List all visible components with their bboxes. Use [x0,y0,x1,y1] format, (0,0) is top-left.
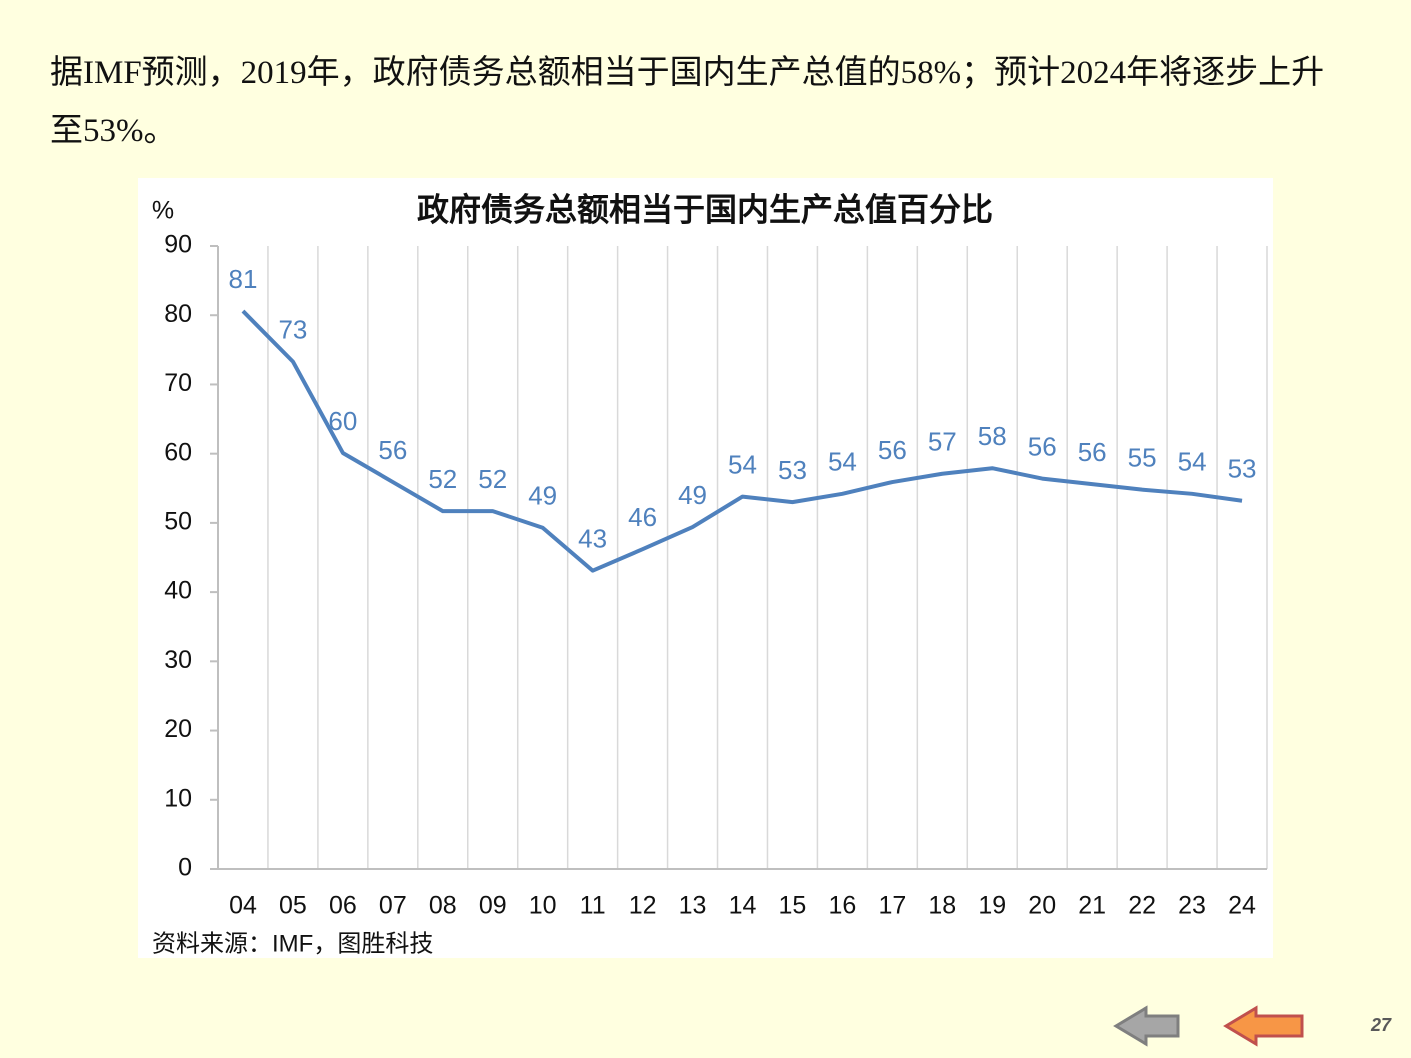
series-line [241,309,1243,573]
x-tick-label: 19 [978,892,1006,920]
data-label: 54 [728,449,757,479]
y-tick-label: 20 [164,715,192,743]
data-label: 60 [328,406,357,436]
x-tick-label: 21 [1078,892,1106,920]
data-label: 73 [278,314,307,344]
x-tick-label: 12 [629,892,657,920]
source: 资料来源：IMF，图胜科技 [152,930,433,957]
y-tick-label: 60 [164,438,192,466]
data-label: 54 [1178,447,1207,477]
x-tick-label: 20 [1028,892,1056,920]
x-tick-label: 11 [580,892,606,920]
chart-title: 政府债务总额相当于国内生产总值百分比 [417,191,993,227]
data-label: 56 [1028,431,1057,461]
x-tick-label: 22 [1128,892,1156,920]
data-label: 57 [928,427,957,457]
y-tick-label: 90 [164,231,192,259]
data-label: 49 [678,480,707,510]
page-number: 27 [1370,1015,1392,1035]
chart-panel [138,178,1273,958]
x-tick-label: 07 [379,892,407,920]
data-label: 56 [1078,437,1107,467]
data-label: 54 [828,447,857,477]
y-tick-label: 70 [164,369,192,397]
back-button[interactable] [1223,1005,1304,1047]
data-label: 52 [478,464,507,494]
prev-button[interactable] [1113,1005,1180,1047]
x-tick-label: 05 [279,892,307,920]
x-tick-label: 08 [429,892,457,920]
x-tick-label: 18 [928,892,956,920]
x-tick-label: 04 [229,892,257,920]
data-label: 52 [428,464,457,494]
prev-arrow[interactable] [1113,1005,1180,1047]
data-label: 49 [528,481,557,511]
back-arrow[interactable] [1223,1005,1304,1047]
data-label: 43 [578,524,607,554]
x-tick-label: 23 [1178,892,1206,920]
x-tick-label: 15 [779,892,807,920]
x-tick-label: 14 [729,892,757,920]
x-tick-label: 13 [679,892,707,920]
y-tick-label: 80 [164,300,192,328]
data-label: 56 [878,435,907,465]
x-tick-label: 17 [878,892,906,920]
x-tick-label: 24 [1228,892,1256,920]
y-tick-label: 50 [164,507,192,535]
data-label: 55 [1128,443,1157,473]
y-tick-label: 0 [178,854,192,882]
data-label: 53 [778,455,807,485]
x-tick-label: 06 [329,892,357,920]
data-label: 53 [1228,454,1257,484]
y-tick-label: 40 [164,577,192,605]
heading: 据IMF预测，2019年，政府债务总额相当于国内生产总值的58%；预计2024年… [50,55,1325,149]
y-tick-label: 30 [164,646,192,674]
x-tick-label: 09 [479,892,507,920]
data-label: 58 [978,421,1007,451]
data-label: 81 [229,264,258,294]
data-label: 56 [378,435,407,465]
y-tick-label: 10 [164,784,192,812]
y-axis-label: % [152,197,174,225]
x-tick-label: 10 [529,892,557,920]
data-label: 46 [628,502,657,532]
x-tick-label: 16 [828,892,856,920]
